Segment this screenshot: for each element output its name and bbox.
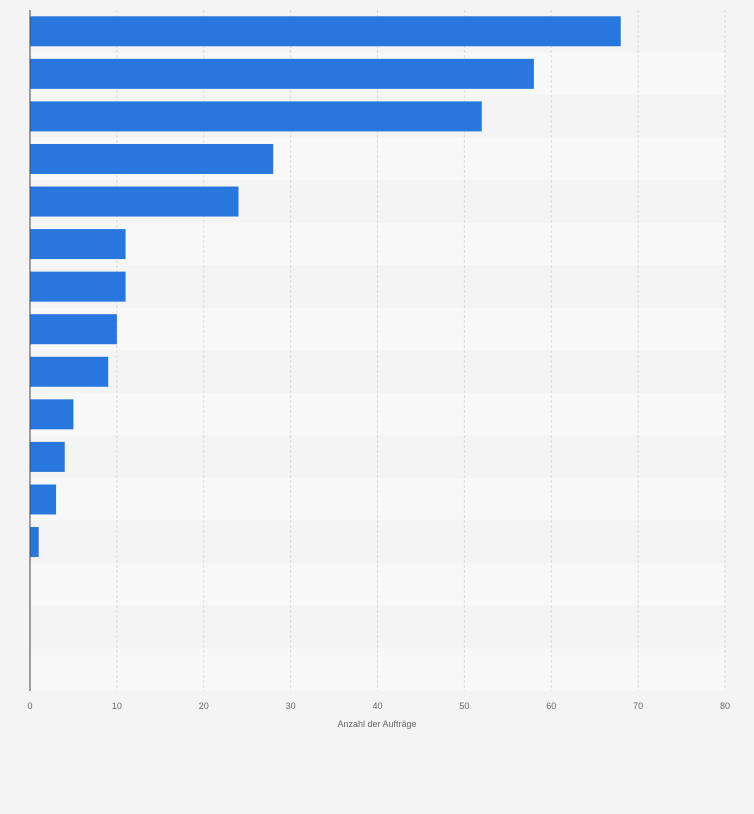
bar: [30, 229, 126, 260]
row-band: [30, 393, 725, 436]
x-tick-label: 80: [720, 701, 730, 711]
bar: [30, 101, 482, 132]
bar: [30, 527, 39, 558]
x-tick-label: 60: [546, 701, 556, 711]
row-band: [30, 648, 725, 691]
row-band: [30, 563, 725, 606]
bar: [30, 16, 621, 47]
row-band: [30, 478, 725, 521]
bar: [30, 356, 109, 387]
x-tick-label: 10: [112, 701, 122, 711]
x-axis-ticks: 0 10 20 30 40 50 60 70 80: [27, 701, 730, 711]
x-tick-label: 20: [199, 701, 209, 711]
bar: [30, 58, 534, 89]
x-tick-label: 50: [459, 701, 469, 711]
bars: [30, 16, 621, 558]
bar: [30, 186, 239, 217]
row-band: [30, 222, 725, 266]
bar: [30, 143, 274, 174]
bar: [30, 314, 117, 345]
bar: [30, 271, 126, 302]
x-axis-label: Anzahl der Aufträge: [337, 719, 416, 729]
bar: [30, 399, 74, 430]
x-tick-label: 40: [372, 701, 382, 711]
x-tick-label: 30: [286, 701, 296, 711]
bar: [30, 441, 65, 472]
bar: [30, 484, 57, 515]
row-band: [30, 307, 725, 351]
x-tick-label: 70: [633, 701, 643, 711]
grid-lines: [116, 10, 726, 691]
x-tick-label: 0: [27, 701, 32, 711]
